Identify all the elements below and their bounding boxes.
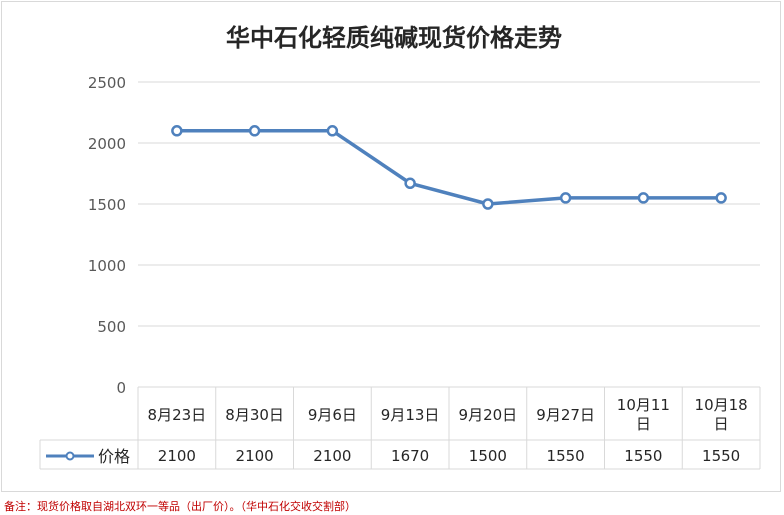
y-tick-label: 500: [97, 318, 126, 336]
x-tick-label: 9月6日: [308, 406, 357, 424]
y-tick-label: 1500: [88, 196, 126, 214]
data-table-value: 1550: [702, 447, 740, 465]
x-tick-label: 8月30日: [225, 406, 284, 424]
x-tick-label: 9月20日: [459, 406, 518, 424]
y-tick-label: 0: [116, 379, 126, 397]
chart-frame: 华中石化轻质纯碱现货价格走势 0 500 1000 1500 2000 2500 8月23…: [1, 1, 781, 492]
data-table-value: 1500: [469, 447, 507, 465]
series-layer: [171, 125, 727, 210]
data-point: [326, 125, 339, 137]
footnote: 备注：现货价格取自湖北双环一等品（出厂价）。（华中石化交收交割部）: [4, 500, 356, 513]
line-chart: 华中石化轻质纯碱现货价格走势 0 500 1000 1500 2000 2500 8月23…: [39, 24, 761, 470]
series-line-price: [176, 129, 722, 206]
x-tick-label: 10月18 日: [695, 396, 748, 433]
x-tick-label: 8月23日: [148, 406, 207, 424]
data-point: [248, 125, 261, 137]
x-tick-label: 9月27日: [536, 406, 595, 424]
legend-label: 价格: [98, 447, 130, 466]
y-tick-label: 2000: [88, 135, 126, 153]
data-table-value: 1670: [391, 447, 429, 465]
grid: [138, 81, 760, 388]
data-table: 8月23日 2100 8月30日 2100 9月6日 2100 9月13日 1670 9月20日…: [39, 387, 761, 470]
y-tick-label: 1000: [88, 257, 126, 275]
data-point: [482, 198, 494, 210]
data-table-value: 1550: [624, 447, 662, 465]
data-table-value: 2100: [236, 447, 274, 465]
y-axis-ticks: 0 500 1000 1500 2000 2500: [88, 74, 126, 397]
x-tick-label: 9月13日: [381, 406, 440, 424]
data-table-value: 2100: [313, 447, 351, 465]
y-tick-label: 2500: [88, 74, 126, 92]
x-tick-label: 10月11 日: [617, 396, 670, 433]
data-point: [637, 192, 650, 204]
legend-marker: [65, 451, 75, 461]
data-point: [559, 192, 572, 204]
data-point: [171, 125, 183, 137]
data-point: [404, 177, 416, 190]
chart-title: 华中石化轻质纯碱现货价格走势: [226, 24, 562, 52]
data-point: [715, 192, 727, 204]
data-table-value: 2100: [158, 447, 196, 465]
data-table-value: 1550: [547, 447, 585, 465]
